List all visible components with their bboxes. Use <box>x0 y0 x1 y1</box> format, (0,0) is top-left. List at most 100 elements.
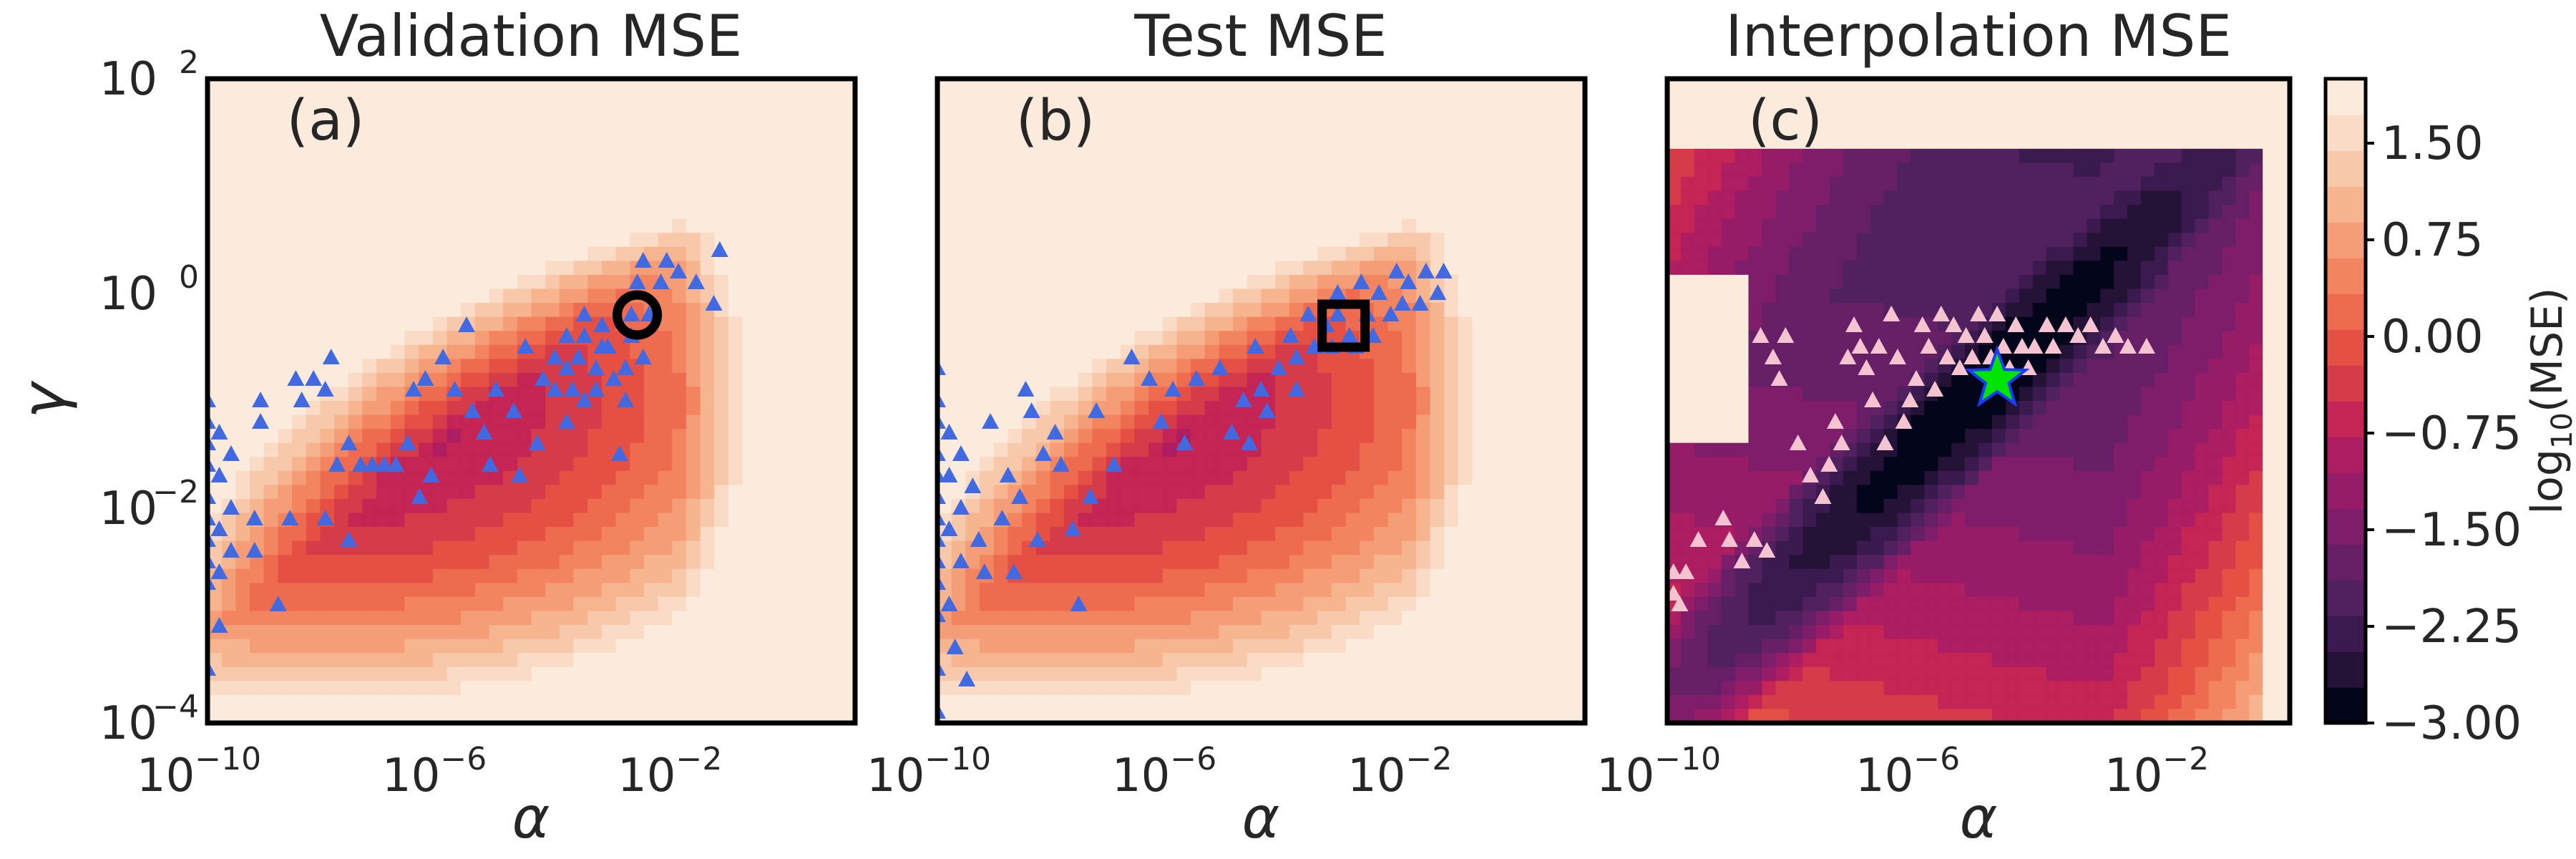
heatmap-cell <box>1528 79 1543 94</box>
heatmap-cell <box>419 513 434 528</box>
heatmap-cell <box>1246 527 1262 542</box>
heatmap-cell <box>1556 414 1572 430</box>
heatmap-cell <box>559 190 575 205</box>
heatmap-cell <box>545 135 560 150</box>
heatmap-cell <box>1120 107 1136 122</box>
heatmap-cell <box>306 274 321 290</box>
heatmap-cell <box>1360 485 1375 500</box>
heatmap-cell <box>334 274 349 290</box>
heatmap-cell <box>474 442 490 458</box>
heatmap-cell <box>799 288 814 304</box>
heatmap-cell <box>1789 148 1803 164</box>
heatmap-cell <box>489 639 504 654</box>
heatmap-cell <box>1092 274 1107 290</box>
heatmap-cell <box>993 190 1009 205</box>
heatmap-cell <box>1008 233 1023 248</box>
heatmap-cell <box>672 555 687 570</box>
heatmap-cell <box>432 162 448 178</box>
heatmap-cell <box>1134 653 1149 668</box>
heatmap-cell <box>1345 135 1361 150</box>
heatmap-cell <box>1176 218 1191 234</box>
heatmap-cell <box>1331 190 1347 205</box>
heatmap-cell <box>545 611 560 626</box>
panel-validation-ylabel: γ <box>9 380 79 419</box>
heatmap-cell <box>1458 639 1473 654</box>
heatmap-cell <box>1556 470 1572 486</box>
heatmap-cell <box>1162 540 1178 556</box>
heatmap-cell <box>1415 681 1431 696</box>
heatmap-cell <box>615 135 631 150</box>
heatmap-cell <box>951 190 967 205</box>
heatmap-cell <box>320 261 335 276</box>
heatmap-cell <box>700 568 716 584</box>
heatmap-cell <box>601 429 617 444</box>
heatmap-cell <box>965 303 980 318</box>
heatmap-cell <box>1064 555 1079 570</box>
heatmap-cell <box>1345 429 1361 444</box>
heatmap-cell <box>841 372 855 388</box>
panel-test-heatmap <box>937 79 1585 723</box>
heatmap-cell <box>263 653 279 668</box>
heatmap-cell <box>1373 176 1389 192</box>
heatmap-cell <box>965 205 980 220</box>
heatmap-cell <box>1219 372 1234 388</box>
heatmap-cell <box>1514 681 1530 696</box>
heatmap-cell <box>447 555 462 570</box>
heatmap-cell <box>1176 457 1191 472</box>
heatmap-cell <box>559 540 575 556</box>
heatmap-cell <box>263 513 279 528</box>
heatmap-cell <box>1106 611 1121 626</box>
heatmap-cell <box>559 681 575 696</box>
heatmap-cell <box>1556 288 1572 304</box>
heatmap-cell <box>1748 148 1763 164</box>
heatmap-cell <box>1458 555 1473 570</box>
heatmap-cell <box>362 513 377 528</box>
sample-marker <box>993 510 1011 525</box>
heatmap-cell <box>1444 372 1459 388</box>
heatmap-cell <box>1176 653 1191 668</box>
heatmap-cell <box>784 485 800 500</box>
heatmap-cell <box>1444 135 1459 150</box>
heatmap-cell <box>1317 540 1332 556</box>
heatmap-cell <box>531 162 546 178</box>
heatmap-cell <box>1360 470 1375 486</box>
heatmap-cell <box>1402 555 1417 570</box>
heatmap-cell <box>1050 79 1065 94</box>
heatmap-cell <box>1911 92 1926 107</box>
heatmap-cell <box>1162 639 1178 654</box>
heatmap-cell <box>1360 79 1375 94</box>
heatmap-cell <box>770 387 786 402</box>
heatmap-cell <box>376 387 391 402</box>
heatmap-cell <box>376 107 391 122</box>
heatmap-cell <box>1204 457 1220 472</box>
heatmap-cell <box>1430 485 1445 500</box>
heatmap-cell <box>658 470 673 486</box>
heatmap-cell <box>1387 135 1403 150</box>
heatmap-cell <box>1008 372 1023 388</box>
heatmap-cell <box>1050 359 1065 374</box>
heatmap-cell <box>2276 176 2290 192</box>
heatmap-cell <box>1415 372 1431 388</box>
heatmap-cell <box>404 653 419 668</box>
heatmap-cell <box>2181 107 2196 122</box>
heatmap-cell <box>1275 316 1290 331</box>
heatmap-cell <box>1528 274 1543 290</box>
heatmap-cell <box>965 120 980 136</box>
heatmap-cell <box>306 457 321 472</box>
sample-marker <box>557 413 575 429</box>
heatmap-cell <box>1542 414 1558 430</box>
heatmap-cell <box>447 331 462 346</box>
heatmap-cell <box>1120 218 1136 234</box>
heatmap-cell <box>643 148 659 164</box>
heatmap-cell <box>306 316 321 331</box>
heatmap-cell <box>826 288 842 304</box>
heatmap-cell <box>1134 148 1149 164</box>
heatmap-cell <box>1162 316 1178 331</box>
heatmap-cell <box>1035 653 1051 668</box>
heatmap-cell <box>503 190 518 205</box>
heatmap-cell <box>643 625 659 640</box>
heatmap-cell <box>742 316 758 331</box>
heatmap-cell <box>531 555 546 570</box>
heatmap-cell <box>432 274 448 290</box>
heatmap-cell <box>1022 303 1037 318</box>
